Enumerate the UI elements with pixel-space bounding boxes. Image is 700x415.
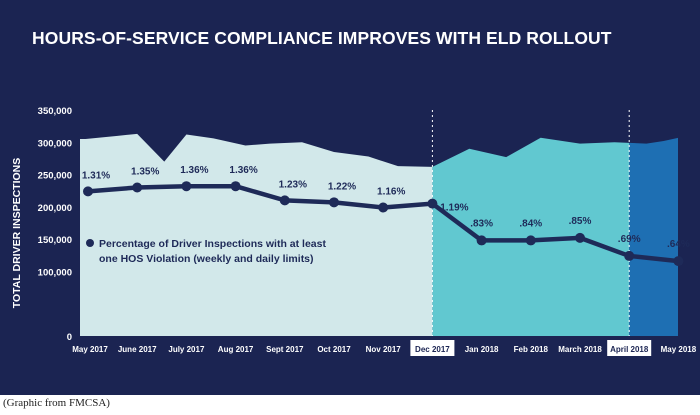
line-point — [525, 235, 536, 246]
legend: Percentage of Driver Inspections with at… — [86, 238, 326, 265]
point-label: .64% — [667, 239, 690, 250]
point-label: 1.19% — [440, 203, 468, 214]
area-region-before-eld — [80, 133, 433, 336]
area-layer — [80, 133, 678, 336]
line-point — [329, 197, 339, 208]
y-tick-label: 100,000 — [38, 267, 72, 278]
x-tick-label: Jan 2018 — [465, 345, 499, 354]
x-tick-label: Nov 2017 — [366, 345, 402, 354]
y-tick-label: 0 — [67, 332, 72, 343]
point-label: .84% — [519, 218, 542, 229]
x-tick-label: April 2018 — [610, 345, 649, 354]
x-tick-label: June 2017 — [118, 345, 157, 354]
x-tick-label: Sept 2017 — [266, 345, 304, 354]
x-tick-label: March 2018 — [558, 345, 602, 354]
line-point — [673, 256, 684, 267]
legend-marker — [86, 239, 94, 247]
x-tick-label: Aug 2017 — [218, 345, 254, 354]
y-axis-label: TOTAL DRIVER INSPECTIONS — [11, 158, 23, 309]
point-label: .69% — [618, 234, 641, 245]
point-label: .83% — [470, 218, 493, 229]
line-point — [476, 235, 487, 246]
y-tick-label: 300,000 — [38, 138, 72, 149]
line-point — [132, 182, 143, 193]
y-axis: 0 100,000 150,000 200,000 250,000 300,000 350,… — [38, 106, 72, 343]
point-label: 1.31% — [82, 170, 110, 181]
area-region-after-april-2018 — [629, 137, 678, 336]
point-label: 1.36% — [229, 165, 257, 176]
point-label-layer: 1.31% 1.35% 1.36% 1.36% 1.23% 1.22% 1.16% 1.19%… — [82, 165, 690, 250]
y-tick-label: 150,000 — [38, 235, 72, 246]
line-point — [230, 181, 241, 192]
line-point — [279, 195, 290, 206]
point-label: 1.35% — [131, 166, 159, 177]
x-axis: May 2017 June 2017 July 2017 Aug 2017 Sept 2… — [72, 340, 697, 356]
point-label: 1.22% — [328, 181, 356, 192]
line-point — [181, 181, 192, 192]
chart: 1.31% 1.35% 1.36% 1.36% 1.23% 1.22% 1.16% 1.19%… — [11, 106, 697, 356]
line-point — [624, 250, 635, 261]
x-highlight-box — [410, 340, 455, 356]
y-tick-label: 350,000 — [38, 106, 72, 117]
y-tick-label: 250,000 — [38, 171, 72, 182]
x-highlight-box — [607, 340, 652, 356]
legend-text: Percentage of Driver Inspections with at… — [99, 238, 326, 250]
line-point — [427, 198, 438, 209]
x-tick-label: Feb 2018 — [514, 345, 549, 354]
x-tick-label: May 2017 — [72, 345, 108, 354]
x-tick-label: Oct 2017 — [317, 345, 351, 354]
point-label: .85% — [569, 216, 592, 227]
line-point — [83, 186, 93, 197]
image-credit: (Graphic from FMCSA) — [3, 397, 110, 409]
line-point — [378, 202, 389, 213]
line-layer — [83, 181, 684, 267]
y-tick-label: 200,000 — [38, 203, 72, 214]
x-tick-label: July 2017 — [168, 345, 205, 354]
point-label: 1.23% — [279, 179, 307, 190]
point-label: 1.36% — [180, 165, 208, 176]
x-tick-label: May 2018 — [661, 345, 697, 354]
x-tick-label: Dec 2017 — [415, 345, 450, 354]
legend-text: one HOS Violation (weekly and daily limi… — [99, 253, 314, 265]
chart-title: HOURS-OF-SERVICE COMPLIANCE IMPROVES WIT… — [32, 28, 612, 48]
line-point — [575, 232, 585, 243]
point-label: 1.16% — [377, 187, 405, 198]
